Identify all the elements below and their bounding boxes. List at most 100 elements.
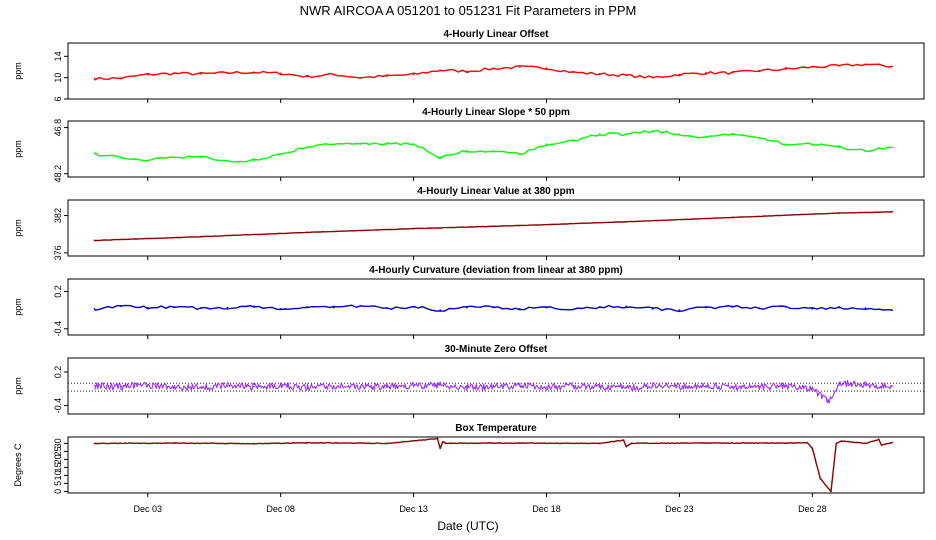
data-point xyxy=(678,73,681,76)
data-point xyxy=(625,220,628,223)
data-point xyxy=(891,309,893,311)
data-point xyxy=(838,212,840,215)
data-point xyxy=(891,441,893,444)
data-point xyxy=(625,386,628,388)
data-point xyxy=(226,306,229,309)
data-point xyxy=(705,136,707,139)
data-point xyxy=(359,76,362,79)
panel-frame xyxy=(67,199,925,257)
data-point xyxy=(678,385,681,388)
panel-4-hourly-linear-slope-50-ppm: 4-Hourly Linear Slope * 50 ppm ppm 46.8 48.… xyxy=(13,107,925,182)
data-point xyxy=(332,73,335,76)
data-point xyxy=(811,387,814,390)
data-point xyxy=(465,70,468,73)
data-point xyxy=(835,442,838,445)
data-point xyxy=(758,136,761,139)
data-point xyxy=(891,146,893,149)
data-point xyxy=(572,71,574,74)
data-point xyxy=(200,307,202,310)
y-tick-label: 46.8 xyxy=(53,119,63,137)
y-tick-label: 14 xyxy=(53,51,63,61)
data-point xyxy=(651,130,654,132)
panel-30-minute-zero-offset: 30-Minute Zero Offset ppm -0.4 0.2 xyxy=(13,344,925,418)
x-tick-label: Dec 23 xyxy=(665,504,694,514)
data-point xyxy=(146,73,149,76)
y-tick-label: 0 xyxy=(53,489,63,494)
data-point xyxy=(838,65,840,67)
data-point xyxy=(811,143,814,146)
data-point xyxy=(678,133,681,136)
data-point xyxy=(444,442,447,445)
y-tick-label: 5 xyxy=(53,481,63,486)
data-point xyxy=(492,149,495,152)
data-point xyxy=(545,67,548,69)
data-point xyxy=(93,153,96,155)
data-point xyxy=(651,385,654,387)
panel-frame xyxy=(67,436,925,494)
data-point xyxy=(412,306,415,308)
series-line xyxy=(94,379,893,404)
y-axis-label: ppm xyxy=(13,377,23,395)
chart-title: NWR AIRCOA A 051201 to 051231 Fit Parame… xyxy=(300,3,637,18)
data-point xyxy=(359,304,362,307)
data-point xyxy=(784,385,787,387)
panel-frame xyxy=(67,42,925,100)
data-point xyxy=(492,306,495,308)
data-point xyxy=(784,68,787,70)
data-point xyxy=(598,133,601,136)
data-point xyxy=(519,385,521,387)
data-point xyxy=(651,76,654,79)
data-point xyxy=(332,385,335,387)
data-point xyxy=(449,442,452,445)
data-point xyxy=(386,385,388,388)
data-point xyxy=(784,143,787,146)
data-point xyxy=(784,442,787,444)
data-point xyxy=(386,75,388,77)
data-point xyxy=(200,235,202,238)
panel-title: Box Temperature xyxy=(455,423,537,434)
y-tick-label: -0.4 xyxy=(53,321,63,337)
data-point xyxy=(830,490,832,493)
data-point xyxy=(120,156,123,159)
data-point xyxy=(758,307,761,310)
data-point xyxy=(173,156,176,159)
data-point xyxy=(412,143,415,146)
data-point xyxy=(279,308,282,310)
data-point xyxy=(598,385,601,388)
data-point xyxy=(386,307,388,310)
data-point xyxy=(877,438,880,441)
data-point xyxy=(545,306,548,309)
panel-title: 4-Hourly Curvature (deviation from linea… xyxy=(369,265,622,276)
data-point xyxy=(572,139,574,142)
data-point xyxy=(173,442,176,444)
data-point xyxy=(838,146,840,149)
data-point xyxy=(146,159,149,162)
data-point xyxy=(864,442,867,445)
data-point xyxy=(731,72,734,74)
data-point xyxy=(705,442,707,444)
x-axis-label: Date (UTC) xyxy=(437,519,498,533)
data-point xyxy=(439,447,442,450)
data-point xyxy=(891,65,893,68)
y-tick-label: -0.4 xyxy=(53,398,63,414)
data-point xyxy=(93,77,96,80)
data-point xyxy=(625,305,628,308)
data-point xyxy=(705,385,707,387)
data-point xyxy=(359,385,362,388)
data-point xyxy=(806,441,808,444)
y-tick-label: 0.2 xyxy=(53,285,63,298)
panel-frame xyxy=(67,357,925,415)
panel-frame xyxy=(67,120,925,178)
panel-title: 4-Hourly Linear Offset xyxy=(443,29,549,40)
data-point xyxy=(545,386,548,388)
x-tick-label: Dec 08 xyxy=(266,504,295,514)
data-point xyxy=(891,210,893,213)
data-point xyxy=(519,224,521,227)
x-tick-label: Dec 28 xyxy=(798,504,827,514)
x-tick-label: Dec 13 xyxy=(399,504,428,514)
data-point xyxy=(306,75,309,78)
y-axis-label: ppm xyxy=(13,298,23,316)
